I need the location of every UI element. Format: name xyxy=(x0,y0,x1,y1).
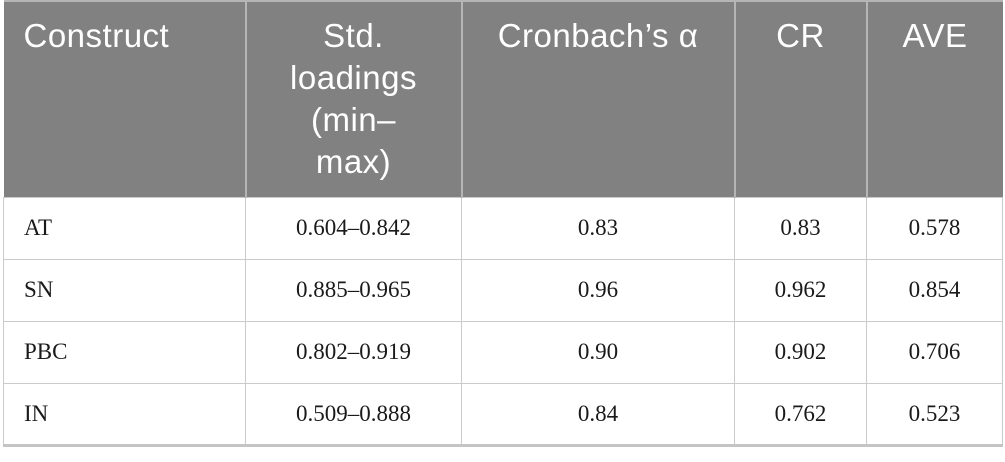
reliability-table: Construct Std. loadings (min–max) Cronba… xyxy=(3,0,1003,447)
column-header-cr: CR xyxy=(734,0,868,197)
cronbachs-alpha-cell: 0.83 xyxy=(461,196,735,260)
cr-cell: 0.83 xyxy=(734,196,867,260)
ave-cell: 0.578 xyxy=(866,196,1003,260)
table-row-at: AT 0.604–0.842 0.83 0.83 0.578 xyxy=(3,196,1003,260)
ave-cell: 0.854 xyxy=(866,258,1003,322)
construct-cell: SN xyxy=(3,258,246,322)
column-header-cronbachs-alpha: Cronbach’s α xyxy=(461,0,736,197)
cr-cell: 0.962 xyxy=(734,258,867,322)
column-header-std-loadings: Std. loadings (min–max) xyxy=(245,0,463,197)
std-loadings-cell: 0.604–0.842 xyxy=(245,196,462,260)
column-header-ave: AVE xyxy=(866,0,1003,197)
column-header-construct: Construct xyxy=(3,0,247,197)
column-header-std-loadings-label: Std. loadings (min–max) xyxy=(290,17,417,180)
cr-cell: 0.762 xyxy=(734,382,867,447)
table-row-in: IN 0.509–0.888 0.84 0.762 0.523 xyxy=(3,382,1003,447)
construct-cell: IN xyxy=(3,382,246,447)
ave-cell: 0.523 xyxy=(866,382,1003,447)
table-row-pbc: PBC 0.802–0.919 0.90 0.902 0.706 xyxy=(3,320,1003,384)
std-loadings-cell: 0.885–0.965 xyxy=(245,258,462,322)
header-row: Construct Std. loadings (min–max) Cronba… xyxy=(3,0,1003,197)
construct-cell: AT xyxy=(3,196,246,260)
construct-cell: PBC xyxy=(3,320,246,384)
table-row-sn: SN 0.885–0.965 0.96 0.962 0.854 xyxy=(3,258,1003,322)
ave-cell: 0.706 xyxy=(866,320,1003,384)
cr-cell: 0.902 xyxy=(734,320,867,384)
cronbachs-alpha-cell: 0.96 xyxy=(461,258,735,322)
std-loadings-cell: 0.802–0.919 xyxy=(245,320,462,384)
std-loadings-cell: 0.509–0.888 xyxy=(245,382,462,447)
cronbachs-alpha-cell: 0.84 xyxy=(461,382,735,447)
cronbachs-alpha-cell: 0.90 xyxy=(461,320,735,384)
